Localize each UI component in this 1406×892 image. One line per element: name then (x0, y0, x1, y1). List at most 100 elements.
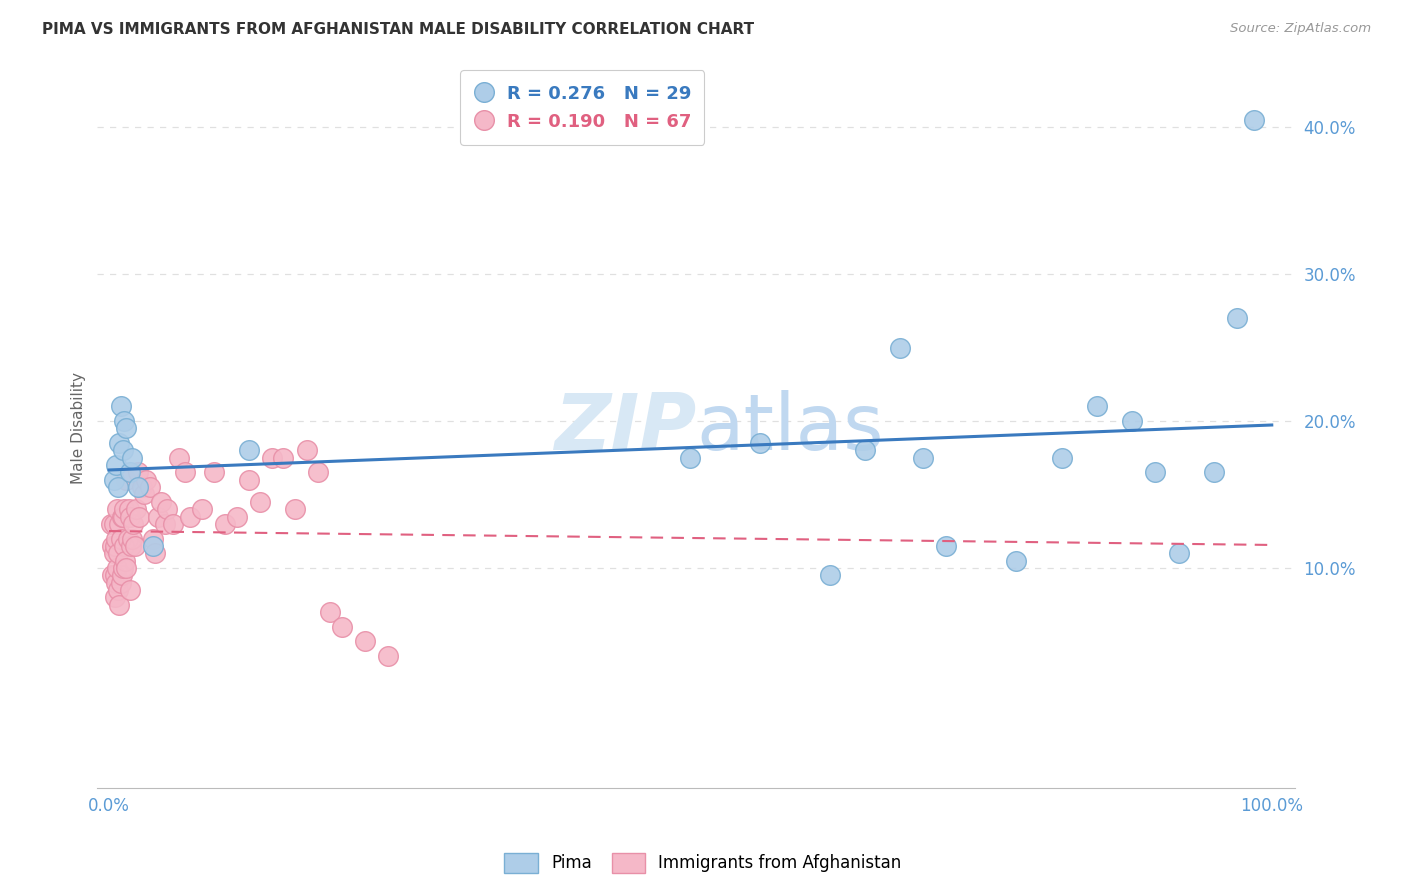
Point (142, 539, 165, 553)
Point (284, 502, 307, 516)
Point (131, 480, 153, 494)
Point (124, 539, 146, 553)
Y-axis label: Male Disability: Male Disability (72, 372, 86, 484)
Point (238, 443, 260, 458)
Point (111, 561, 134, 575)
Point (911, 450, 934, 465)
Point (118, 502, 141, 516)
Point (179, 509, 201, 524)
Point (889, 341, 911, 355)
Point (101, 539, 124, 553)
Point (142, 532, 165, 546)
Point (135, 473, 157, 487)
Point (108, 516, 131, 531)
Point (122, 516, 145, 531)
Point (238, 473, 260, 487)
Point (111, 509, 134, 524)
Point (260, 450, 283, 465)
Point (111, 568, 134, 582)
Legend: R = 0.276   N = 29, R = 0.190   N = 67: R = 0.276 N = 29, R = 0.190 N = 67 (460, 70, 704, 145)
Point (249, 495, 271, 509)
Point (319, 605, 342, 619)
Point (1085, 400, 1108, 414)
Point (1202, 466, 1225, 480)
Point (107, 480, 129, 494)
Point (120, 539, 142, 553)
Point (103, 516, 125, 531)
Point (103, 546, 125, 560)
Point (132, 487, 155, 501)
Point (225, 509, 247, 524)
Point (273, 450, 295, 465)
Point (162, 516, 184, 531)
Point (330, 620, 353, 634)
Point (1226, 311, 1249, 326)
Point (112, 414, 135, 428)
Point (377, 648, 399, 663)
Point (153, 516, 176, 531)
Point (105, 502, 128, 516)
Point (128, 509, 150, 524)
Point (121, 450, 143, 465)
Point (101, 568, 124, 582)
Legend: Pima, Immigrants from Afghanistan: Pima, Immigrants from Afghanistan (498, 847, 908, 880)
Point (104, 568, 127, 582)
Point (104, 575, 127, 590)
Point (118, 466, 141, 480)
Point (112, 502, 135, 516)
Point (118, 582, 141, 597)
Point (115, 473, 138, 487)
Point (679, 450, 702, 465)
Point (1005, 553, 1028, 567)
Point (1243, 112, 1265, 127)
Point (118, 509, 141, 524)
Point (104, 539, 127, 553)
Point (112, 539, 135, 553)
Point (173, 466, 195, 480)
Point (145, 546, 167, 560)
Point (1144, 466, 1167, 480)
Point (127, 466, 149, 480)
Point (1121, 414, 1143, 428)
Point (127, 480, 149, 494)
Point (104, 591, 127, 605)
Text: atlas: atlas (696, 391, 884, 467)
Point (103, 473, 125, 487)
Point (121, 532, 143, 546)
Point (167, 450, 190, 465)
Point (125, 502, 148, 516)
Point (150, 495, 173, 509)
Point (353, 634, 375, 648)
Point (105, 561, 128, 575)
Point (935, 539, 957, 553)
Point (107, 546, 129, 560)
Point (104, 458, 127, 472)
Point (110, 575, 132, 590)
Point (138, 480, 160, 494)
Point (1167, 546, 1189, 560)
Point (853, 443, 876, 458)
Point (108, 598, 131, 612)
Point (115, 421, 138, 435)
Point (115, 561, 138, 575)
Point (307, 466, 329, 480)
Point (107, 582, 129, 597)
Point (111, 509, 134, 524)
Text: Source: ZipAtlas.com: Source: ZipAtlas.com (1230, 22, 1371, 36)
Point (1052, 450, 1074, 465)
Point (111, 443, 134, 458)
Point (117, 532, 139, 546)
Point (202, 466, 225, 480)
Point (100, 516, 122, 531)
Point (818, 568, 841, 582)
Point (295, 443, 318, 458)
Text: ZIP: ZIP (554, 391, 696, 467)
Point (749, 436, 772, 450)
Point (104, 532, 127, 546)
Point (108, 436, 131, 450)
Point (214, 516, 236, 531)
Point (110, 532, 132, 546)
Text: PIMA VS IMMIGRANTS FROM AFGHANISTAN MALE DISABILITY CORRELATION CHART: PIMA VS IMMIGRANTS FROM AFGHANISTAN MALE… (42, 22, 754, 37)
Point (114, 553, 136, 567)
Point (191, 502, 214, 516)
